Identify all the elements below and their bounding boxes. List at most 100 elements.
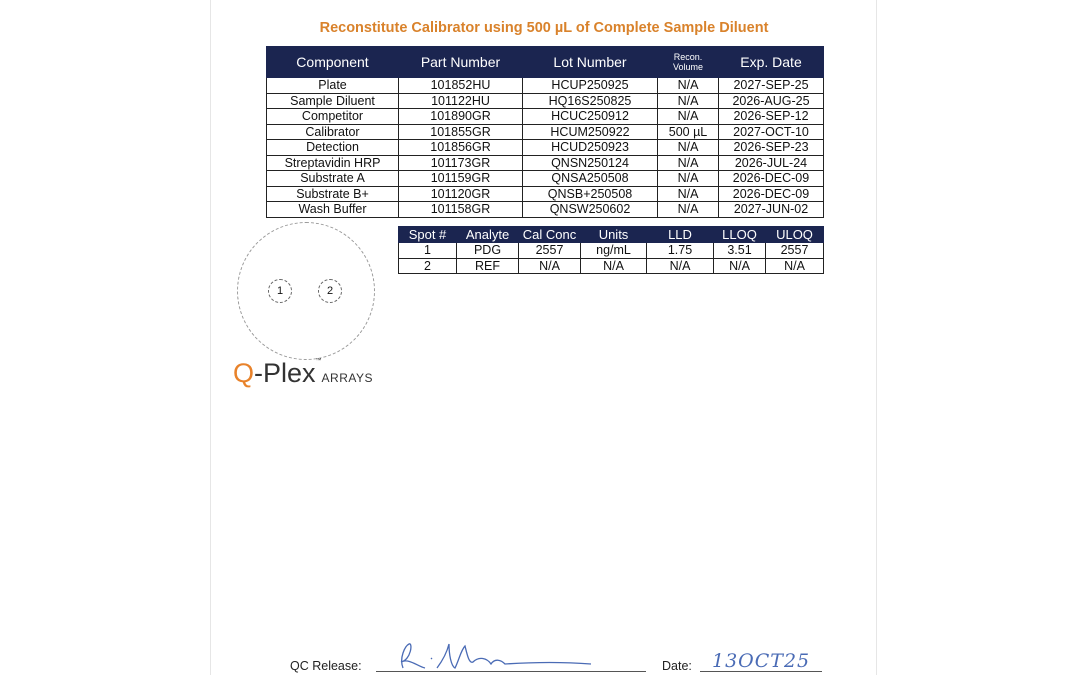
logo-tm: ™: [315, 358, 322, 364]
component-row: Competitor 101890GR HCUC250912 N/A 2026-SEP-…: [266, 108, 824, 125]
component-cell: 101122HU: [398, 92, 523, 109]
component-cell: 2027-JUN-02: [718, 201, 824, 218]
component-cell: N/A: [657, 170, 719, 187]
spot-header: Units: [580, 226, 647, 243]
component-cell: 101159GR: [398, 170, 523, 187]
qc-release-label: QC Release:: [290, 659, 362, 673]
component-cell: 2027-OCT-10: [718, 123, 824, 140]
component-cell: QNSN250124: [522, 154, 658, 171]
component-cell: 101173GR: [398, 154, 523, 171]
component-cell: 101158GR: [398, 201, 523, 218]
component-header: Lot Number: [522, 46, 658, 78]
component-cell: HCUD250923: [522, 139, 658, 156]
spot-cell: 2: [398, 257, 457, 274]
component-cell: 101855GR: [398, 123, 523, 140]
spot-cell: ng/mL: [580, 242, 647, 259]
component-cell: 500 µL: [657, 123, 719, 140]
component-cell: N/A: [657, 139, 719, 156]
component-header: Exp. Date: [718, 46, 824, 78]
spot-cell: REF: [456, 257, 519, 274]
component-cell: 2026-JUL-24: [718, 154, 824, 171]
spot-cell: 1.75: [646, 242, 714, 259]
component-cell: 2026-DEC-09: [718, 185, 824, 202]
components-table: Component Part Number Lot Number Recon. Vol…: [266, 46, 824, 218]
component-cell: N/A: [657, 185, 719, 202]
component-cell: 2026-AUG-25: [718, 92, 824, 109]
component-cell: Detection: [266, 139, 399, 156]
component-cell: QNSB+250508: [522, 185, 658, 202]
spot-cell: N/A: [646, 257, 714, 274]
component-row: Substrate A 101159GR QNSA250508 N/A 2026-DEC…: [266, 170, 824, 187]
document-title: Reconstitute Calibrator using 500 µL of …: [319, 20, 769, 36]
spot-cell: 2557: [518, 242, 581, 259]
spot-2: 2: [318, 279, 342, 303]
spot-cell: N/A: [713, 257, 766, 274]
spot-header: Spot #: [398, 226, 457, 243]
spot-header: Analyte: [456, 226, 519, 243]
component-header: Recon. Volume: [657, 46, 719, 78]
spot-header: LLD: [646, 226, 714, 243]
spot-row: 1 PDG 2557 ng/mL 1.75 3.51 2557: [398, 242, 824, 259]
date-line: [700, 671, 822, 672]
spot-header: Cal Conc: [518, 226, 581, 243]
component-row: Substrate B+ 101120GR QNSB+250508 N/A 2026-D…: [266, 185, 824, 202]
component-cell: 2026-SEP-12: [718, 108, 824, 125]
plate-well-diagram: [237, 222, 375, 360]
component-header: Component: [266, 46, 399, 78]
component-cell: 101890GR: [398, 108, 523, 125]
component-row: Detection 101856GR HCUD250923 N/A 2026-SEP-2…: [266, 139, 824, 156]
spot-cell: 2557: [765, 242, 824, 259]
component-cell: 101856GR: [398, 139, 523, 156]
component-cell: N/A: [657, 154, 719, 171]
qplex-logo: Q-Plex™ ARRAYS: [233, 358, 373, 389]
date-label: Date:: [662, 659, 692, 673]
page-edge-left: [210, 0, 211, 675]
component-cell: Calibrator: [266, 123, 399, 140]
component-cell: 2026-DEC-09: [718, 170, 824, 187]
logo-plex: -Plex: [254, 358, 316, 388]
page-edge-right: [876, 0, 877, 675]
logo-arrays: ARRAYS: [321, 371, 373, 385]
component-cell: 2027-SEP-25: [718, 77, 824, 94]
logo-q: Q: [233, 358, 255, 388]
component-cell: N/A: [657, 77, 719, 94]
component-cell: HQ16S250825: [522, 92, 658, 109]
component-cell: Substrate B+: [266, 185, 399, 202]
component-cell: N/A: [657, 108, 719, 125]
signature-line: [376, 671, 646, 672]
component-header: Part Number: [398, 46, 523, 78]
spot-header: ULOQ: [765, 226, 824, 243]
component-row: Streptavidin HRP 101173GR QNSN250124 N/A 202…: [266, 154, 824, 171]
spot-cell: 3.51: [713, 242, 766, 259]
spot-cell: PDG: [456, 242, 519, 259]
spot-header: LLOQ: [713, 226, 766, 243]
component-cell: N/A: [657, 201, 719, 218]
spot-1: 1: [268, 279, 292, 303]
component-cell: Wash Buffer: [266, 201, 399, 218]
component-cell: 101852HU: [398, 77, 523, 94]
component-cell: HCUP250925: [522, 77, 658, 94]
component-row: Wash Buffer 101158GR QNSW250602 N/A 2027-JUN…: [266, 201, 824, 218]
component-cell: Plate: [266, 77, 399, 94]
component-row: Sample Diluent 101122HU HQ16S250825 N/A 2026…: [266, 92, 824, 109]
component-cell: Competitor: [266, 108, 399, 125]
component-cell: Streptavidin HRP: [266, 154, 399, 171]
component-cell: HCUM250922: [522, 123, 658, 140]
component-cell: QNSW250602: [522, 201, 658, 218]
component-cell: HCUC250912: [522, 108, 658, 125]
spot-row: 2 REF N/A N/A N/A N/A N/A: [398, 257, 824, 274]
component-cell: Substrate A: [266, 170, 399, 187]
component-row: Calibrator 101855GR HCUM250922 500 µL 2027-O…: [266, 123, 824, 140]
spot-cell: N/A: [765, 257, 824, 274]
signature: [400, 643, 592, 669]
component-cell: QNSA250508: [522, 170, 658, 187]
component-cell: N/A: [657, 92, 719, 109]
component-row: Plate 101852HU HCUP250925 N/A 2027-SEP-25: [266, 77, 824, 94]
component-cell: Sample Diluent: [266, 92, 399, 109]
spot-cell: N/A: [518, 257, 581, 274]
date-value: 13OCT25: [712, 650, 811, 672]
component-cell: 101120GR: [398, 185, 523, 202]
spot-cell: N/A: [580, 257, 647, 274]
spot-cell: 1: [398, 242, 457, 259]
